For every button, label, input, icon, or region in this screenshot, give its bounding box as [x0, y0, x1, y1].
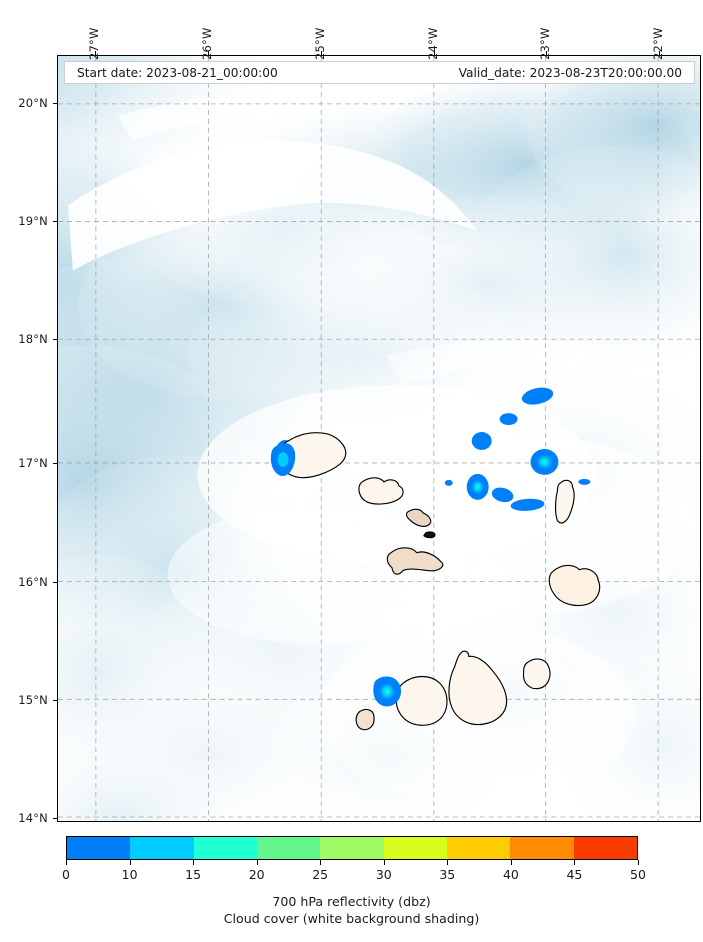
colorbar-tickmark [447, 860, 449, 865]
colorbar-tick-label-9: 50 [630, 867, 646, 882]
lat-tickmark [53, 582, 57, 583]
caption-line-1: 700 hPa reflectivity (dbz) [272, 894, 431, 909]
island-fogo [395, 675, 448, 726]
date-banner: Start date: 2023-08-21_00:00:00 Valid_da… [64, 61, 695, 84]
reflectivity-cell-fogo-overlay [373, 676, 402, 707]
island-brava [355, 708, 375, 731]
reflectivity-cell-mid-elong [510, 498, 545, 511]
lat-label-2: 18°N [18, 332, 48, 346]
lat-tickmark [53, 221, 57, 222]
lon-tickmark [321, 51, 322, 55]
colorbar-swatch-1 [130, 837, 194, 859]
reflectivity-cell-north-1 [521, 387, 554, 405]
map-render [58, 56, 700, 821]
colorbar-tick-label-6: 35 [439, 867, 456, 882]
lat-tickmark [53, 463, 57, 464]
island-maio [522, 658, 551, 690]
colorbar-tick-label-8: 45 [566, 867, 583, 882]
colorbar-tickmark [193, 860, 195, 865]
island-sao-vicente [358, 477, 404, 505]
colorbar-tickmark [256, 860, 258, 865]
colorbar-tickmark [66, 860, 67, 865]
colorbar-swatch-5 [383, 837, 447, 859]
colorbar-swatch-0 [67, 837, 131, 859]
colorbar-swatch-2 [193, 837, 257, 859]
reflectivity-cell-santo-antao-overlay [270, 443, 296, 476]
lat-label-1: 19°N [18, 214, 48, 228]
lat-label-6: 14°N [18, 811, 48, 825]
lat-label-0: 20°N [18, 96, 48, 110]
figure-caption: 700 hPa reflectivity (dbz) Cloud cover (… [0, 893, 703, 927]
map-axes[interactable]: Start date: 2023-08-21_00:00:00 Valid_da… [57, 55, 701, 822]
colorbar-tick-label-2: 15 [185, 867, 202, 882]
colorbar-swatch-8 [573, 837, 637, 859]
start-date-label: Start date: 2023-08-21_00:00:00 [77, 65, 278, 80]
lon-label-5: 22°W [651, 27, 665, 60]
lon-tickmark [208, 51, 209, 55]
reflectivity-cell-mid-core [530, 448, 559, 475]
islet-branco [423, 531, 436, 539]
lon-label-1: 26°W [200, 27, 214, 60]
lat-tickmark [53, 700, 57, 701]
colorbar-tickmark [383, 860, 385, 865]
colorbar-tickmark [320, 860, 322, 865]
colorbar-tickmark [574, 860, 576, 865]
reflectivity-cell-north-3 [471, 432, 492, 450]
caption-line-2: Cloud cover (white background shading) [223, 911, 480, 926]
island-sal [555, 479, 575, 524]
lon-tickmark [659, 51, 660, 55]
cloud-cover-shading [58, 56, 700, 821]
lat-label-5: 15°N [18, 693, 48, 707]
colorbar-tickmark [510, 860, 512, 865]
colorbar-tick-label-4: 25 [312, 867, 329, 882]
lat-tickmark [53, 103, 57, 104]
colorbar-tick-label-3: 20 [248, 867, 265, 882]
colorbar[interactable]: 0 10 15 20 25 30 35 40 45 50 [62, 836, 646, 882]
lat-label-4: 16°N [18, 575, 48, 589]
valid-date-label: Valid_date: 2023-08-23T20:00:00.00 [458, 65, 682, 80]
colorbar-swatch-4 [320, 837, 384, 859]
reflectivity-cell-mid-left [466, 473, 489, 500]
lat-tickmark [53, 339, 57, 340]
island-santiago [448, 650, 508, 726]
reflectivity-overlay [270, 443, 402, 707]
colorbar-swatch-6 [446, 837, 511, 859]
lon-label-2: 25°W [313, 27, 327, 60]
colorbar-swatch-7 [510, 837, 574, 859]
lon-label-4: 23°W [538, 27, 552, 60]
lat-label-3: 17°N [18, 456, 48, 470]
colorbar-tickmark [129, 860, 131, 865]
reflectivity-cell-north-2 [499, 413, 518, 426]
lon-tickmark [546, 51, 547, 55]
lon-tickmark [95, 51, 96, 55]
colorbar-tick-label-1: 10 [121, 867, 138, 882]
colorbar-tick-label-0: 0 [62, 867, 70, 882]
lat-tickmark [53, 818, 57, 819]
island-boa-vista [548, 564, 601, 607]
lon-tickmark [434, 51, 435, 55]
island-coastlines [278, 432, 601, 731]
map-plot-area [58, 56, 700, 821]
island-sao-nicolau [386, 547, 444, 575]
reflectivity-speck-west [444, 479, 453, 486]
reflectivity-speck-sal-west [578, 478, 591, 485]
island-santa-luzia [405, 508, 432, 527]
reflectivity-cell-mid-small [491, 487, 514, 503]
colorbar-tick-label-5: 30 [375, 867, 392, 882]
lon-label-0: 27°W [87, 27, 101, 60]
lon-label-3: 24°W [426, 27, 440, 60]
colorbar-tickmark [638, 860, 639, 865]
colorbar-swatch-3 [256, 837, 321, 859]
colorbar-swatches [66, 836, 638, 860]
colorbar-tick-label-7: 40 [502, 867, 519, 882]
